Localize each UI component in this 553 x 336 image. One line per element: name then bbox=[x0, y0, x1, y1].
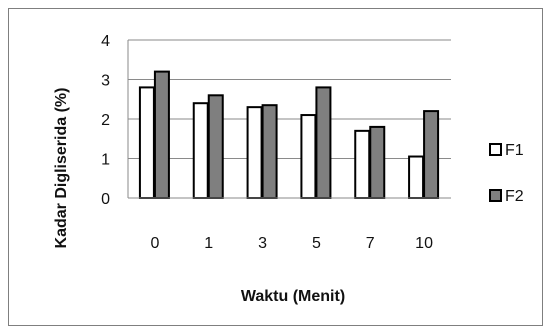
bar-F1-0 bbox=[138, 86, 155, 199]
x-tick-label: 10 bbox=[415, 235, 433, 252]
bar-F1-1 bbox=[192, 102, 209, 199]
y-tick-label: 3 bbox=[101, 73, 110, 90]
bar-F2-7 bbox=[369, 125, 386, 199]
legend-label-F2: F2 bbox=[505, 188, 524, 205]
bars bbox=[138, 70, 440, 200]
x-tick-label: 5 bbox=[312, 235, 321, 252]
axes bbox=[127, 40, 451, 199]
y-tick-label: 4 bbox=[101, 33, 110, 50]
x-axis-label: Waktu (Menit) bbox=[241, 288, 345, 305]
y-tick-labels: 0 1 2 3 4 bbox=[101, 33, 110, 208]
bar-F1-3 bbox=[246, 106, 263, 199]
legend-label-F1: F1 bbox=[505, 142, 524, 159]
x-tick-label: 3 bbox=[258, 235, 267, 252]
bar-F2-3 bbox=[261, 104, 278, 199]
bar-F2-0 bbox=[153, 70, 170, 199]
y-tick-label: 2 bbox=[101, 112, 110, 129]
bar-F1-7 bbox=[354, 129, 371, 200]
legend-swatch-F2 bbox=[489, 189, 502, 202]
gridlines bbox=[128, 39, 451, 159]
bar-F1-10 bbox=[408, 155, 425, 199]
bar-F1-5 bbox=[300, 114, 317, 199]
bar-F2-1 bbox=[207, 94, 224, 199]
bar-F2-10 bbox=[423, 110, 440, 199]
y-axis-label: Kadar Digliserida (%) bbox=[53, 88, 70, 249]
legend: F1 F2 bbox=[489, 142, 524, 205]
x-tick-label: 7 bbox=[366, 235, 375, 252]
legend-swatch-F1 bbox=[489, 143, 502, 156]
x-tick-label: 0 bbox=[150, 235, 159, 252]
y-tick-label: 1 bbox=[101, 152, 110, 169]
x-tick-labels: 0 1 3 5 7 10 bbox=[150, 235, 433, 252]
bar-F2-5 bbox=[315, 86, 332, 199]
x-tick-label: 1 bbox=[204, 235, 213, 252]
y-tick-label: 0 bbox=[101, 191, 110, 208]
